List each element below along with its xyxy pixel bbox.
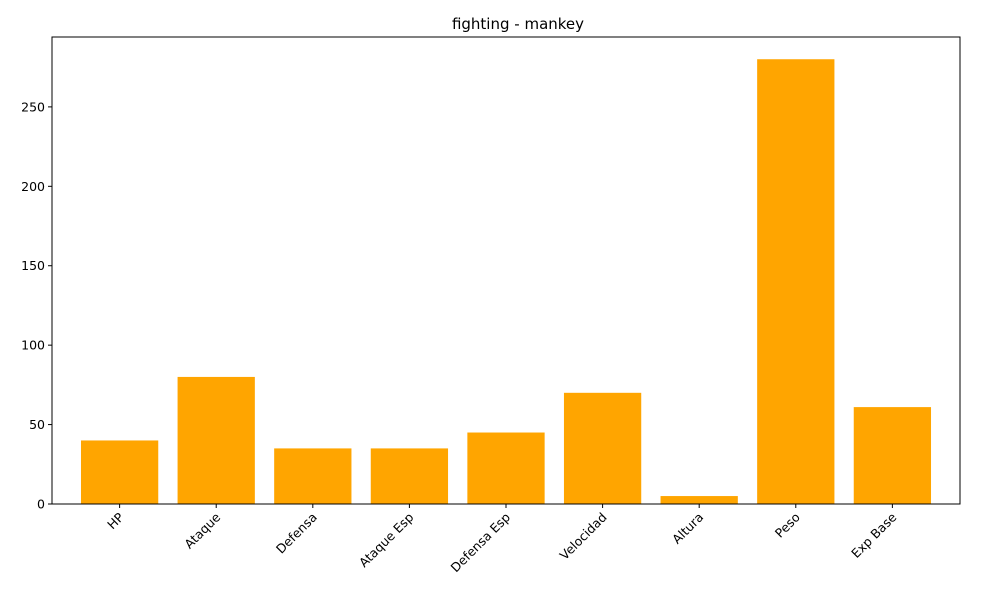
- bar-defensa-esp: [467, 432, 545, 504]
- x-axis: HP Ataque Defensa Ataque Esp Defensa Esp Velo…: [104, 504, 900, 575]
- chart-title: fighting - mankey: [452, 15, 584, 33]
- y-tick-label: 0: [37, 497, 45, 512]
- y-axis: 0 50 100 150 200 250: [21, 99, 52, 512]
- y-tick-label: 50: [29, 417, 45, 432]
- y-tick-label: 100: [21, 338, 45, 353]
- y-tick-label: 250: [21, 99, 45, 114]
- bar-exp-base: [853, 407, 932, 504]
- x-tick-label: Altura: [669, 510, 706, 547]
- bar-ataque: [177, 376, 255, 504]
- x-tick-label: Defensa Esp: [447, 509, 513, 575]
- x-tick-label: HP: [104, 509, 127, 532]
- x-tick-label: Peso: [772, 510, 803, 541]
- bar-ataque-esp: [370, 448, 449, 504]
- x-tick-label: Defensa: [273, 510, 320, 557]
- bar-hp: [80, 440, 159, 504]
- bar-peso: [757, 59, 835, 504]
- x-tick-label: Velocidad: [556, 510, 609, 563]
- bars-group: [80, 59, 932, 504]
- x-tick-label: Ataque: [181, 509, 223, 551]
- y-tick-label: 200: [21, 179, 45, 194]
- bar-velocidad: [563, 392, 642, 504]
- y-tick-label: 150: [21, 258, 45, 273]
- x-tick-label: Ataque Esp: [356, 509, 417, 570]
- bar-defensa: [274, 448, 352, 504]
- plot-frame: [51, 36, 961, 505]
- bar-altura: [660, 496, 738, 504]
- x-tick-label: Exp Base: [848, 509, 900, 561]
